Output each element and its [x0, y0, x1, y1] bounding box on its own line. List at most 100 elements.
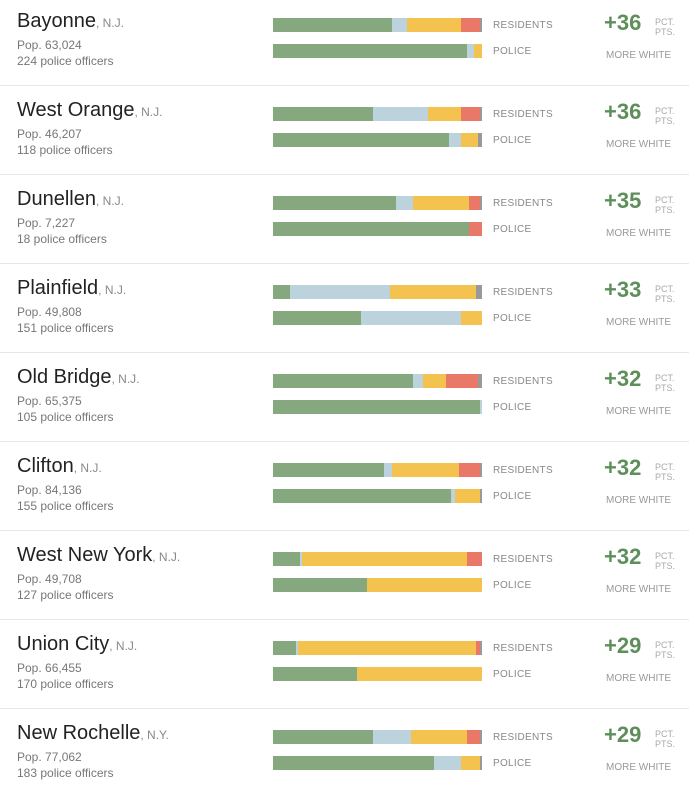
police-label: POLICE: [493, 758, 532, 769]
city-name: Dunellen: [17, 188, 96, 210]
more-white-label: MORE WHITE: [606, 584, 671, 595]
residents-bar: [273, 463, 482, 477]
row-divider: [0, 263, 689, 264]
difference-value: +35: [604, 188, 642, 213]
unit-label-pct: PCT.: [655, 551, 675, 561]
police-label: POLICE: [493, 491, 532, 502]
population-text: Pop. 7,227: [17, 216, 76, 230]
residents-label: RESIDENTS: [493, 732, 553, 743]
police-label: POLICE: [493, 580, 532, 591]
bar-segment-black: [295, 641, 299, 655]
city-name: Old Bridge: [17, 366, 112, 388]
bar-segment-white: [273, 400, 480, 414]
police-bar: [273, 133, 482, 147]
row-divider: [0, 352, 689, 353]
bar-segment-other: [479, 641, 482, 655]
city-heading: West New York, N.J.: [17, 544, 180, 567]
bar-segment-hispanic: [413, 196, 470, 210]
bar-segment-hispanic: [356, 667, 482, 681]
row-divider: [0, 85, 689, 86]
officer-count-text: 224 police officers: [17, 54, 114, 68]
residents-label: RESIDENTS: [493, 109, 553, 120]
unit-label-pts: PTS.: [655, 116, 676, 126]
state-abbrev: , N.J.: [152, 550, 181, 564]
city-heading: Clifton, N.J.: [17, 455, 102, 478]
bar-segment-other: [475, 285, 482, 299]
bar-segment-other: [479, 489, 482, 503]
bar-segment-hispanic: [392, 463, 459, 477]
state-abbrev: , N.J.: [109, 639, 138, 653]
residents-bar: [273, 730, 482, 744]
unit-label-pts: PTS.: [655, 739, 676, 749]
police-bar: [273, 311, 482, 325]
difference-value: +33: [604, 277, 642, 302]
bar-segment-asian: [467, 552, 482, 566]
city-heading: Dunellen, N.J.: [17, 188, 124, 211]
police-label: POLICE: [493, 135, 532, 146]
unit-label-pts: PTS.: [655, 205, 676, 215]
unit-label-pct: PCT.: [655, 17, 675, 27]
row-divider: [0, 174, 689, 175]
officer-count-text: 18 police officers: [17, 232, 107, 246]
unit-label-pts: PTS.: [655, 383, 676, 393]
city-name: Plainfield: [17, 277, 99, 299]
residents-label: RESIDENTS: [493, 198, 553, 209]
city-row: West New York, N.J. Pop. 49,708 127 police…: [0, 534, 689, 623]
row-divider: [0, 530, 689, 531]
residents-bar: [273, 374, 482, 388]
bar-segment-black: [396, 196, 414, 210]
bar-segment-black: [392, 18, 407, 32]
more-white-label: MORE WHITE: [606, 50, 671, 61]
city-heading: Union City, N.J.: [17, 633, 137, 656]
officer-count-text: 127 police officers: [17, 588, 114, 602]
residents-bar: [273, 196, 482, 210]
bar-segment-other: [479, 18, 482, 32]
bar-segment-asian: [461, 18, 480, 32]
residents-label: RESIDENTS: [493, 20, 553, 31]
bar-segment-black: [360, 311, 462, 325]
bar-segment-black: [433, 756, 462, 770]
city-heading: West Orange, N.J.: [17, 99, 162, 122]
bar-segment-white: [273, 107, 374, 121]
bar-segment-hispanic: [461, 756, 480, 770]
more-white-label: MORE WHITE: [606, 139, 671, 150]
police-label: POLICE: [493, 669, 532, 680]
police-bar: [273, 489, 482, 503]
unit-label-pct: PCT.: [655, 729, 675, 739]
difference-value: +29: [604, 633, 642, 658]
police-bar: [273, 667, 482, 681]
bar-segment-white: [273, 641, 296, 655]
city-name: New Rochelle: [17, 722, 141, 744]
more-white-label: MORE WHITE: [606, 673, 671, 684]
bar-segment-white: [273, 133, 449, 147]
officer-count-text: 155 police officers: [17, 499, 114, 513]
population-text: Pop. 66,455: [17, 661, 82, 675]
city-row: Bayonne, N.J. Pop. 63,024 224 police offic…: [0, 0, 689, 89]
residents-bar: [273, 552, 482, 566]
bar-segment-white: [273, 667, 357, 681]
unit-label-pts: PTS.: [655, 27, 676, 37]
residents-label: RESIDENTS: [493, 376, 553, 387]
bar-segment-white: [273, 730, 374, 744]
bar-segment-hispanic: [302, 552, 468, 566]
officer-count-text: 151 police officers: [17, 321, 114, 335]
officer-count-text: 118 police officers: [17, 143, 113, 157]
bar-segment-asian: [475, 641, 480, 655]
more-white-label: MORE WHITE: [606, 762, 671, 773]
bar-segment-asian: [461, 107, 480, 121]
city-row: Plainfield, N.J. Pop. 49,808 151 police of…: [0, 267, 689, 356]
officer-count-text: 170 police officers: [17, 677, 114, 691]
state-abbrev: , N.J.: [98, 283, 127, 297]
bar-segment-black: [479, 400, 482, 414]
unit-label-pct: PCT.: [655, 640, 675, 650]
bar-segment-other: [479, 730, 482, 744]
bar-segment-hispanic: [473, 44, 482, 58]
bar-segment-hispanic: [423, 374, 447, 388]
state-abbrev: , N.J.: [95, 194, 124, 208]
population-text: Pop. 84,136: [17, 483, 82, 497]
bar-segment-other: [477, 374, 482, 388]
city-row: West Orange, N.J. Pop. 46,207 118 police o…: [0, 89, 689, 178]
unit-label-pts: PTS.: [655, 294, 676, 304]
bar-segment-hispanic: [427, 107, 462, 121]
bar-segment-white: [273, 285, 290, 299]
